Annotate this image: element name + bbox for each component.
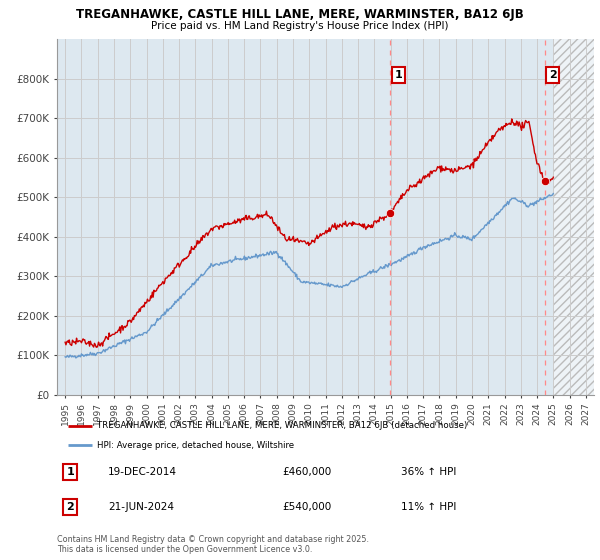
- Text: £540,000: £540,000: [283, 502, 332, 512]
- Text: Contains HM Land Registry data © Crown copyright and database right 2025.
This d: Contains HM Land Registry data © Crown c…: [57, 535, 369, 554]
- Text: £460,000: £460,000: [283, 467, 332, 477]
- Text: 11% ↑ HPI: 11% ↑ HPI: [401, 502, 456, 512]
- Text: 2: 2: [67, 502, 74, 512]
- Text: 1: 1: [394, 70, 402, 80]
- Text: 1: 1: [67, 467, 74, 477]
- Text: TREGANHAWKE, CASTLE HILL LANE, MERE, WARMINSTER, BA12 6JB (detached house): TREGANHAWKE, CASTLE HILL LANE, MERE, WAR…: [97, 421, 467, 430]
- Bar: [553, 39, 594, 395]
- Text: 21-JUN-2024: 21-JUN-2024: [108, 502, 174, 512]
- Text: HPI: Average price, detached house, Wiltshire: HPI: Average price, detached house, Wilt…: [97, 441, 295, 450]
- Text: TREGANHAWKE, CASTLE HILL LANE, MERE, WARMINSTER, BA12 6JB: TREGANHAWKE, CASTLE HILL LANE, MERE, WAR…: [76, 8, 524, 21]
- Bar: [553, 39, 594, 395]
- Text: 36% ↑ HPI: 36% ↑ HPI: [401, 467, 456, 477]
- Text: Price paid vs. HM Land Registry's House Price Index (HPI): Price paid vs. HM Land Registry's House …: [151, 21, 449, 31]
- Text: 2: 2: [549, 70, 557, 80]
- Text: 19-DEC-2014: 19-DEC-2014: [108, 467, 177, 477]
